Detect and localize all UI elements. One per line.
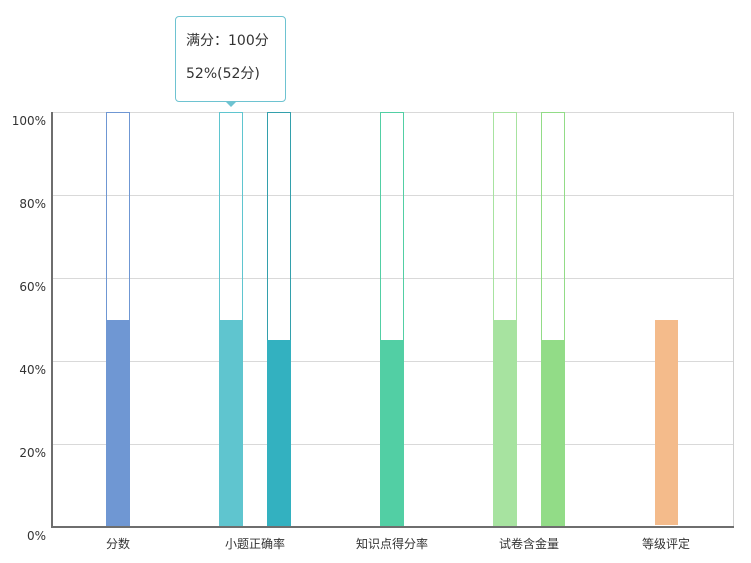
bar-outline-question-accuracy-2[interactable] <box>267 112 291 341</box>
y-axis <box>51 112 53 528</box>
y-tick-20: 20% <box>19 446 46 460</box>
x-label-knowledge-rate: 知识点得分率 <box>355 537 428 551</box>
gridline-60 <box>52 278 734 279</box>
y-tick-100: 100% <box>11 114 46 128</box>
bar-outline-score[interactable] <box>106 112 130 321</box>
bar-outline-question-accuracy-1[interactable] <box>219 112 243 321</box>
tooltip-arrow-icon <box>226 102 236 107</box>
x-label-paper-value: 试卷含金量 <box>498 537 559 551</box>
bar-grade-rating[interactable] <box>655 320 678 525</box>
bar-outline-knowledge-rate[interactable] <box>380 112 404 341</box>
y-tick-40: 40% <box>19 363 46 377</box>
x-axis <box>51 526 734 528</box>
y-tick-60: 60% <box>19 280 46 294</box>
y-tick-0: 0% <box>26 529 46 543</box>
y-tick-80: 80% <box>19 197 46 211</box>
bar-outline-paper-value-2[interactable] <box>541 112 565 341</box>
bar-question-accuracy-1[interactable] <box>219 320 243 527</box>
tooltip-full-score: 满分：100分 <box>186 33 269 49</box>
chart-tooltip: 满分：100分 52%(52分) <box>175 16 286 102</box>
bar-question-accuracy-2[interactable] <box>267 340 291 527</box>
plot-right-border <box>733 112 734 527</box>
gridline-80 <box>52 195 734 196</box>
bar-score[interactable] <box>106 320 130 527</box>
x-label-grade-rating: 等级评定 <box>641 537 690 551</box>
bar-knowledge-rate[interactable] <box>380 340 404 527</box>
bar-paper-value-2[interactable] <box>541 340 565 527</box>
bar-paper-value-1[interactable] <box>493 320 517 527</box>
x-label-score: 分数 <box>105 537 130 551</box>
tooltip-value: 52%(52分) <box>186 66 260 82</box>
x-label-question-accuracy: 小题正确率 <box>224 537 285 551</box>
bar-outline-paper-value-1[interactable] <box>493 112 517 321</box>
